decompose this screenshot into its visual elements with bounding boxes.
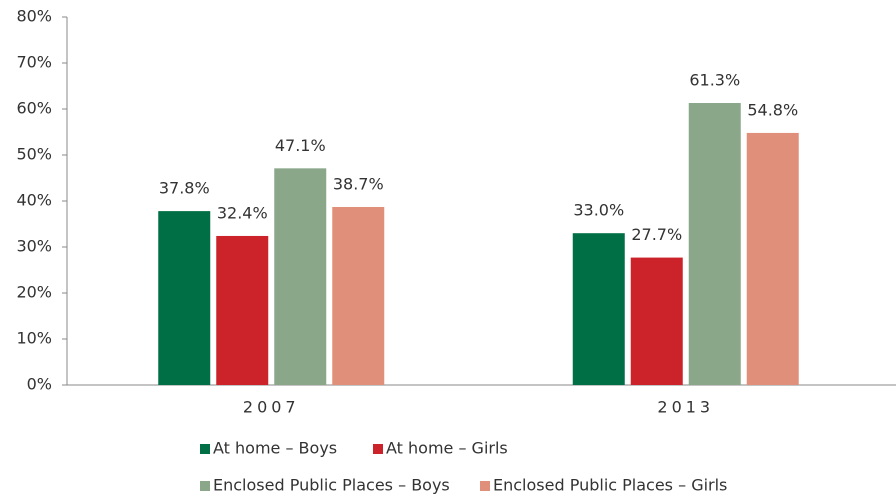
- y-tick-label: 80%: [16, 7, 52, 26]
- bar: [630, 257, 683, 385]
- value-label: 37.8%: [159, 179, 210, 198]
- bar: [332, 206, 385, 385]
- bar: [746, 132, 799, 385]
- value-label: 47.1%: [275, 136, 326, 155]
- x-tick-label: 2013: [657, 398, 714, 417]
- legend-label: At home – Girls: [386, 439, 508, 458]
- x-tick-label: 2007: [243, 398, 300, 417]
- bar: [216, 235, 269, 385]
- legend-label: Enclosed Public Places – Girls: [493, 476, 727, 495]
- y-tick-label: 70%: [16, 53, 52, 72]
- y-tick-label: 30%: [16, 237, 52, 256]
- y-tick-label: 10%: [16, 329, 52, 348]
- legend-label: Enclosed Public Places – Boys: [213, 476, 450, 495]
- value-label: 33.0%: [573, 201, 624, 220]
- bar: [274, 168, 327, 385]
- y-tick-label: 40%: [16, 191, 52, 210]
- legend-swatch: [200, 481, 210, 491]
- legend-swatch: [480, 481, 490, 491]
- y-tick-label: 60%: [16, 99, 52, 118]
- legend-swatch: [200, 444, 210, 454]
- bar: [158, 211, 211, 385]
- bar: [688, 103, 741, 386]
- y-tick-label: 20%: [16, 283, 52, 302]
- value-label: 38.7%: [333, 174, 384, 193]
- value-label: 32.4%: [217, 203, 268, 222]
- y-tick-label: 50%: [16, 145, 52, 164]
- legend-label: At home – Boys: [213, 439, 337, 458]
- y-tick-label: 0%: [27, 375, 52, 394]
- bar: [572, 233, 625, 385]
- value-label: 27.7%: [631, 225, 682, 244]
- value-label: 54.8%: [747, 100, 798, 119]
- legend-swatch: [373, 444, 383, 454]
- value-label: 61.3%: [689, 71, 740, 90]
